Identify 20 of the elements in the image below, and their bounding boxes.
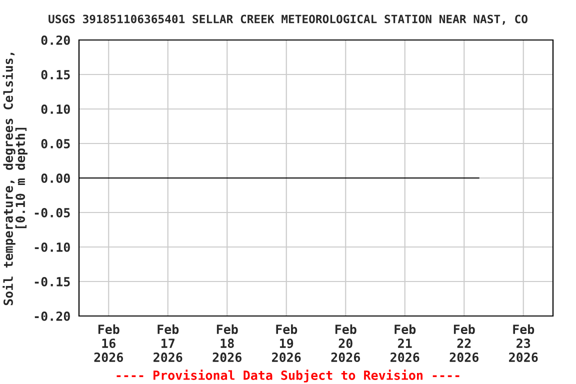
x-tick-label: Feb 22 2026	[450, 324, 478, 362]
x-tick-label: Feb 18 2026	[212, 324, 242, 362]
y-tick-label: 0.00	[41, 173, 70, 183]
x-tick-label: Feb 17 2026	[154, 324, 182, 362]
y-tick-label: 0.20	[41, 35, 70, 45]
x-tick-label: Feb 20 2026	[331, 324, 360, 362]
x-tick-label: Feb 21 2026	[390, 324, 420, 362]
y-tick-label: 0.05	[41, 138, 70, 148]
y-tick-label: -0.05	[34, 208, 70, 218]
x-tick-label: Feb 19 2026	[272, 324, 301, 362]
y-tick-label: -0.15	[34, 276, 70, 286]
y-tick-label: -0.20	[34, 311, 70, 321]
y-axis-title: Soil temperature, degrees Celsius, [0.10 m depth]	[2, 52, 28, 306]
x-tick-label: Feb 16 2026	[94, 324, 123, 362]
y-tick-label: 0.15	[41, 70, 70, 80]
chart-title: USGS 391851106365401 SELLAR CREEK METEOROLOGICAL STATION NEAR NAST, CO	[48, 14, 528, 25]
text: ---- Provisional Data Subject to Revision ----	[116, 370, 460, 382]
y-tick-label: 0.10	[41, 104, 70, 114]
x-tick-label: Feb 23 2026	[509, 324, 538, 362]
y-tick-label: -0.10	[34, 242, 70, 252]
